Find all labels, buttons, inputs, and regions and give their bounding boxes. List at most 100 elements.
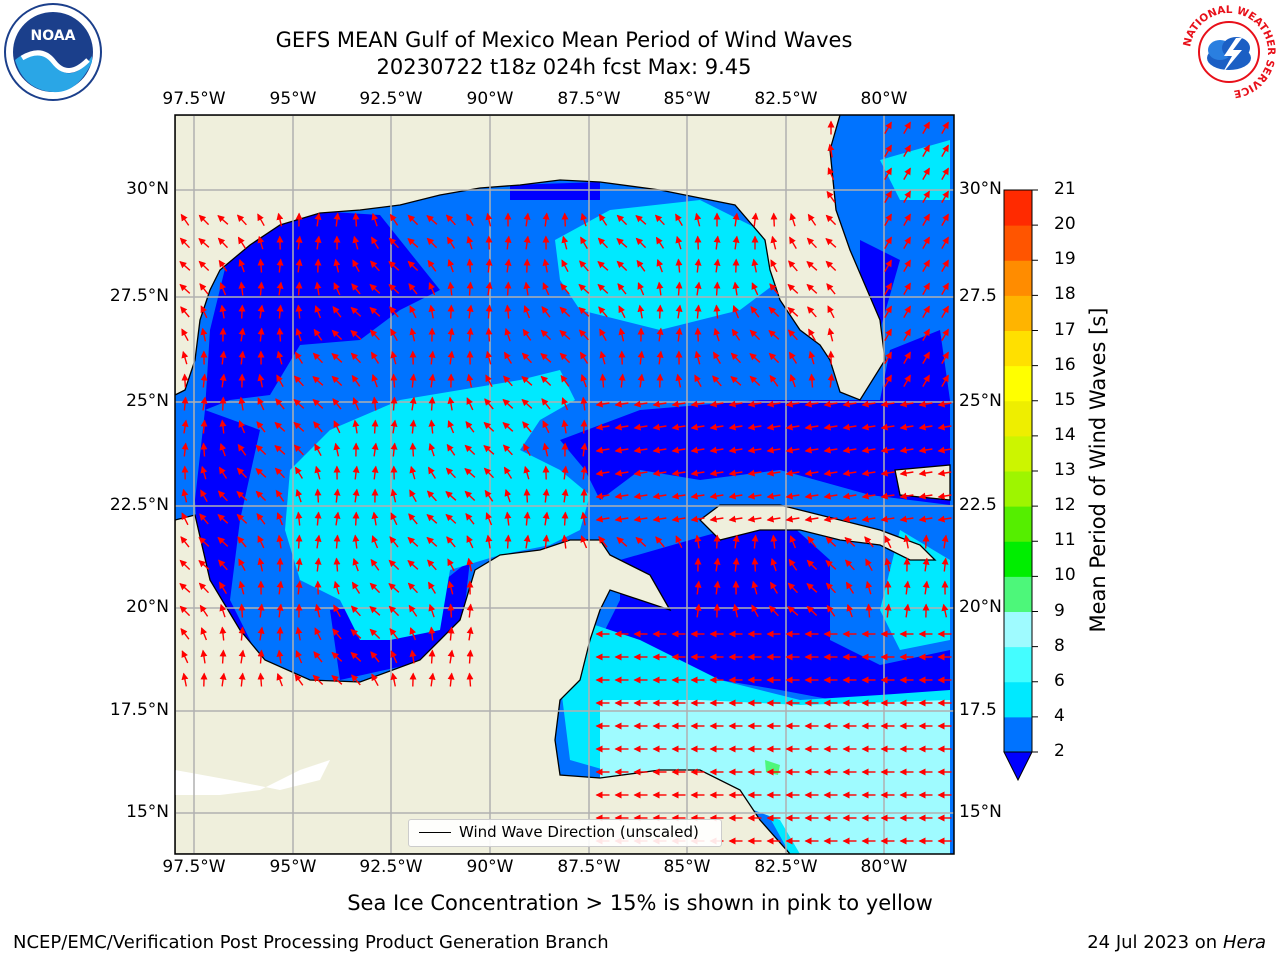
lon-tick-top: 80°W — [860, 89, 908, 109]
wave-direction-arrow — [485, 350, 493, 365]
wave-direction-arrow — [237, 443, 247, 456]
wave-direction-arrow — [880, 400, 895, 408]
colorbar-segment — [1004, 716, 1032, 753]
wave-direction-arrow — [941, 557, 949, 572]
wave-direction-arrow — [747, 469, 762, 477]
wave-direction-arrow — [426, 215, 438, 225]
wave-direction-arrow — [238, 626, 246, 641]
wave-direction-arrow — [884, 144, 892, 157]
wave-direction-arrow — [333, 604, 341, 618]
wave-direction-arrow — [200, 465, 208, 480]
wave-direction-arrow — [561, 534, 569, 549]
wave-direction-arrow — [276, 258, 284, 273]
colorbar-segment — [1004, 646, 1032, 683]
wave-direction-arrow — [255, 468, 267, 478]
wave-direction-arrow — [219, 672, 227, 687]
wave-direction-arrow — [788, 260, 798, 272]
legend-label: Wind Wave Direction (unscaled) — [459, 823, 699, 841]
wave-direction-arrow — [844, 537, 856, 547]
wave-direction-arrow — [257, 258, 265, 273]
wave-direction-arrow — [219, 581, 227, 594]
wave-direction-arrow — [200, 373, 208, 388]
wave-direction-arrow — [276, 580, 284, 595]
wave-direction-arrow — [295, 650, 303, 664]
lat-tick-left: 17.5°N — [109, 700, 169, 720]
wave-direction-arrow — [504, 327, 512, 342]
wave-direction-arrow — [407, 536, 419, 547]
wave-direction-arrow — [903, 167, 911, 180]
lon-tick-top: 95°W — [269, 89, 317, 109]
wave-direction-arrow — [371, 442, 379, 457]
colorbar-tick-label: 6 — [1054, 670, 1065, 691]
wave-direction-arrow — [521, 352, 533, 364]
wave-direction-arrow — [333, 212, 341, 227]
wave-direction-arrow — [842, 492, 857, 500]
wave-direction-arrow — [712, 375, 722, 387]
wave-direction-arrow — [333, 580, 341, 595]
wave-direction-arrow — [295, 235, 303, 250]
wave-direction-arrow — [690, 423, 705, 431]
wave-direction-arrow — [652, 492, 667, 500]
wave-direction-arrow — [503, 466, 513, 479]
wave-direction-arrow — [257, 626, 265, 641]
wave-direction-arrow — [806, 559, 818, 571]
wave-direction-arrow — [941, 236, 949, 249]
colorbar-tick-label: 2 — [1054, 741, 1065, 761]
wave-direction-arrow — [352, 235, 360, 250]
wave-direction-arrow — [804, 515, 819, 523]
wave-direction-arrow — [465, 420, 475, 433]
wave-direction-arrow — [352, 511, 360, 526]
wave-direction-arrow — [181, 328, 189, 342]
wave-direction-arrow — [218, 466, 228, 479]
wave-direction-arrow — [918, 423, 933, 431]
colorbar — [1003, 189, 1038, 782]
wave-direction-arrow — [884, 190, 892, 203]
wave-direction-arrow — [409, 419, 417, 434]
wave-direction-arrow — [751, 580, 759, 595]
wave-direction-arrow — [730, 376, 742, 386]
wave-direction-arrow — [483, 421, 495, 432]
wave-direction-arrow — [937, 423, 952, 431]
wave-direction-arrow — [633, 492, 648, 500]
wave-direction-arrow — [598, 306, 608, 318]
colorbar-tick-label: 11 — [1054, 530, 1076, 551]
wave-direction-arrow — [823, 469, 838, 477]
wave-direction-arrow — [333, 534, 341, 549]
wave-direction-arrow — [713, 327, 721, 342]
colorbar-segment — [1004, 576, 1032, 612]
wave-direction-arrow — [690, 492, 705, 500]
wave-direction-arrow — [276, 350, 284, 365]
wave-direction-arrow — [842, 423, 857, 431]
wave-direction-arrow — [561, 419, 569, 434]
colorbar-segment — [1004, 260, 1032, 296]
wave-direction-arrow — [578, 329, 589, 341]
colorbar-segment — [1004, 611, 1032, 648]
wave-direction-arrow — [390, 442, 398, 457]
wave-direction-arrow — [787, 606, 799, 616]
title-line-2: 20230722 t18z 024h fcst Max: 9.45 — [376, 55, 752, 79]
wave-direction-arrow — [825, 260, 837, 272]
wave-direction-arrow — [804, 469, 819, 477]
wave-direction-arrow — [236, 214, 247, 226]
wave-direction-arrow — [941, 603, 949, 618]
wave-direction-arrow — [409, 627, 417, 641]
wave-direction-arrow — [937, 400, 952, 408]
wave-direction-arrow — [369, 628, 381, 640]
wave-direction-arrow — [388, 237, 400, 249]
wave-direction-arrow — [633, 446, 648, 454]
wave-direction-arrow — [295, 488, 303, 503]
wave-direction-arrow — [903, 190, 911, 203]
wave-direction-arrow — [580, 419, 588, 434]
wave-direction-arrow — [941, 190, 949, 203]
wave-direction-arrow — [884, 328, 892, 341]
wave-direction-arrow — [352, 212, 360, 227]
wave-direction-arrow — [388, 559, 400, 571]
wave-direction-arrow — [903, 328, 911, 341]
wave-direction-arrow — [426, 514, 438, 524]
wave-direction-arrow — [656, 327, 664, 342]
wave-direction-arrow — [295, 466, 303, 479]
wave-direction-arrow — [238, 304, 246, 319]
wave-direction-arrow — [597, 283, 609, 294]
wave-direction-arrow — [466, 626, 474, 641]
wave-direction-arrow — [713, 580, 721, 595]
